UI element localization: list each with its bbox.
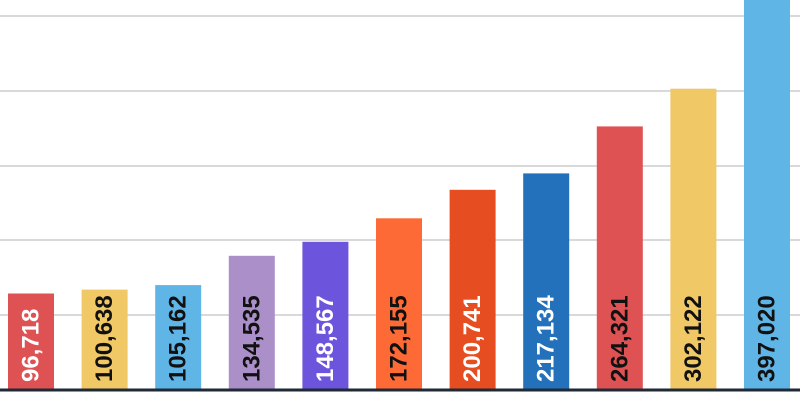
bar-5 — [302, 241, 349, 390]
bar-value-labels: 96,718 100,638 105,162 134,535 148,567 172,15… — [18, 295, 781, 382]
bar-11 — [744, 0, 790, 390]
bar-3 — [155, 285, 202, 390]
bar-8 — [523, 173, 570, 390]
bar-value-label-11: 397,020 — [754, 295, 781, 382]
bar-9 — [596, 126, 643, 391]
bar-7 — [449, 189, 496, 390]
bar-value-label-4: 134,535 — [238, 295, 265, 382]
bar-value-label-7: 200,741 — [459, 295, 486, 382]
bar-4 — [228, 255, 275, 390]
bar-6 — [376, 218, 422, 390]
bar-1 — [8, 293, 54, 390]
bar-value-label-6: 172,155 — [386, 295, 413, 382]
bar-value-label-5: 148,567 — [312, 295, 339, 382]
bar-10 — [670, 88, 717, 390]
bar-value-label-9: 264,321 — [606, 295, 633, 382]
bar-2 — [81, 289, 128, 390]
gridlines — [0, 15, 800, 316]
bar-value-label-8: 217,134 — [533, 295, 560, 382]
bars — [8, 0, 790, 391]
bar-value-label-3: 105,162 — [165, 295, 192, 382]
bar-value-label-10: 302,122 — [680, 295, 707, 382]
bar-value-label-1: 96,718 — [18, 309, 45, 382]
bar-value-label-2: 100,638 — [91, 295, 118, 382]
